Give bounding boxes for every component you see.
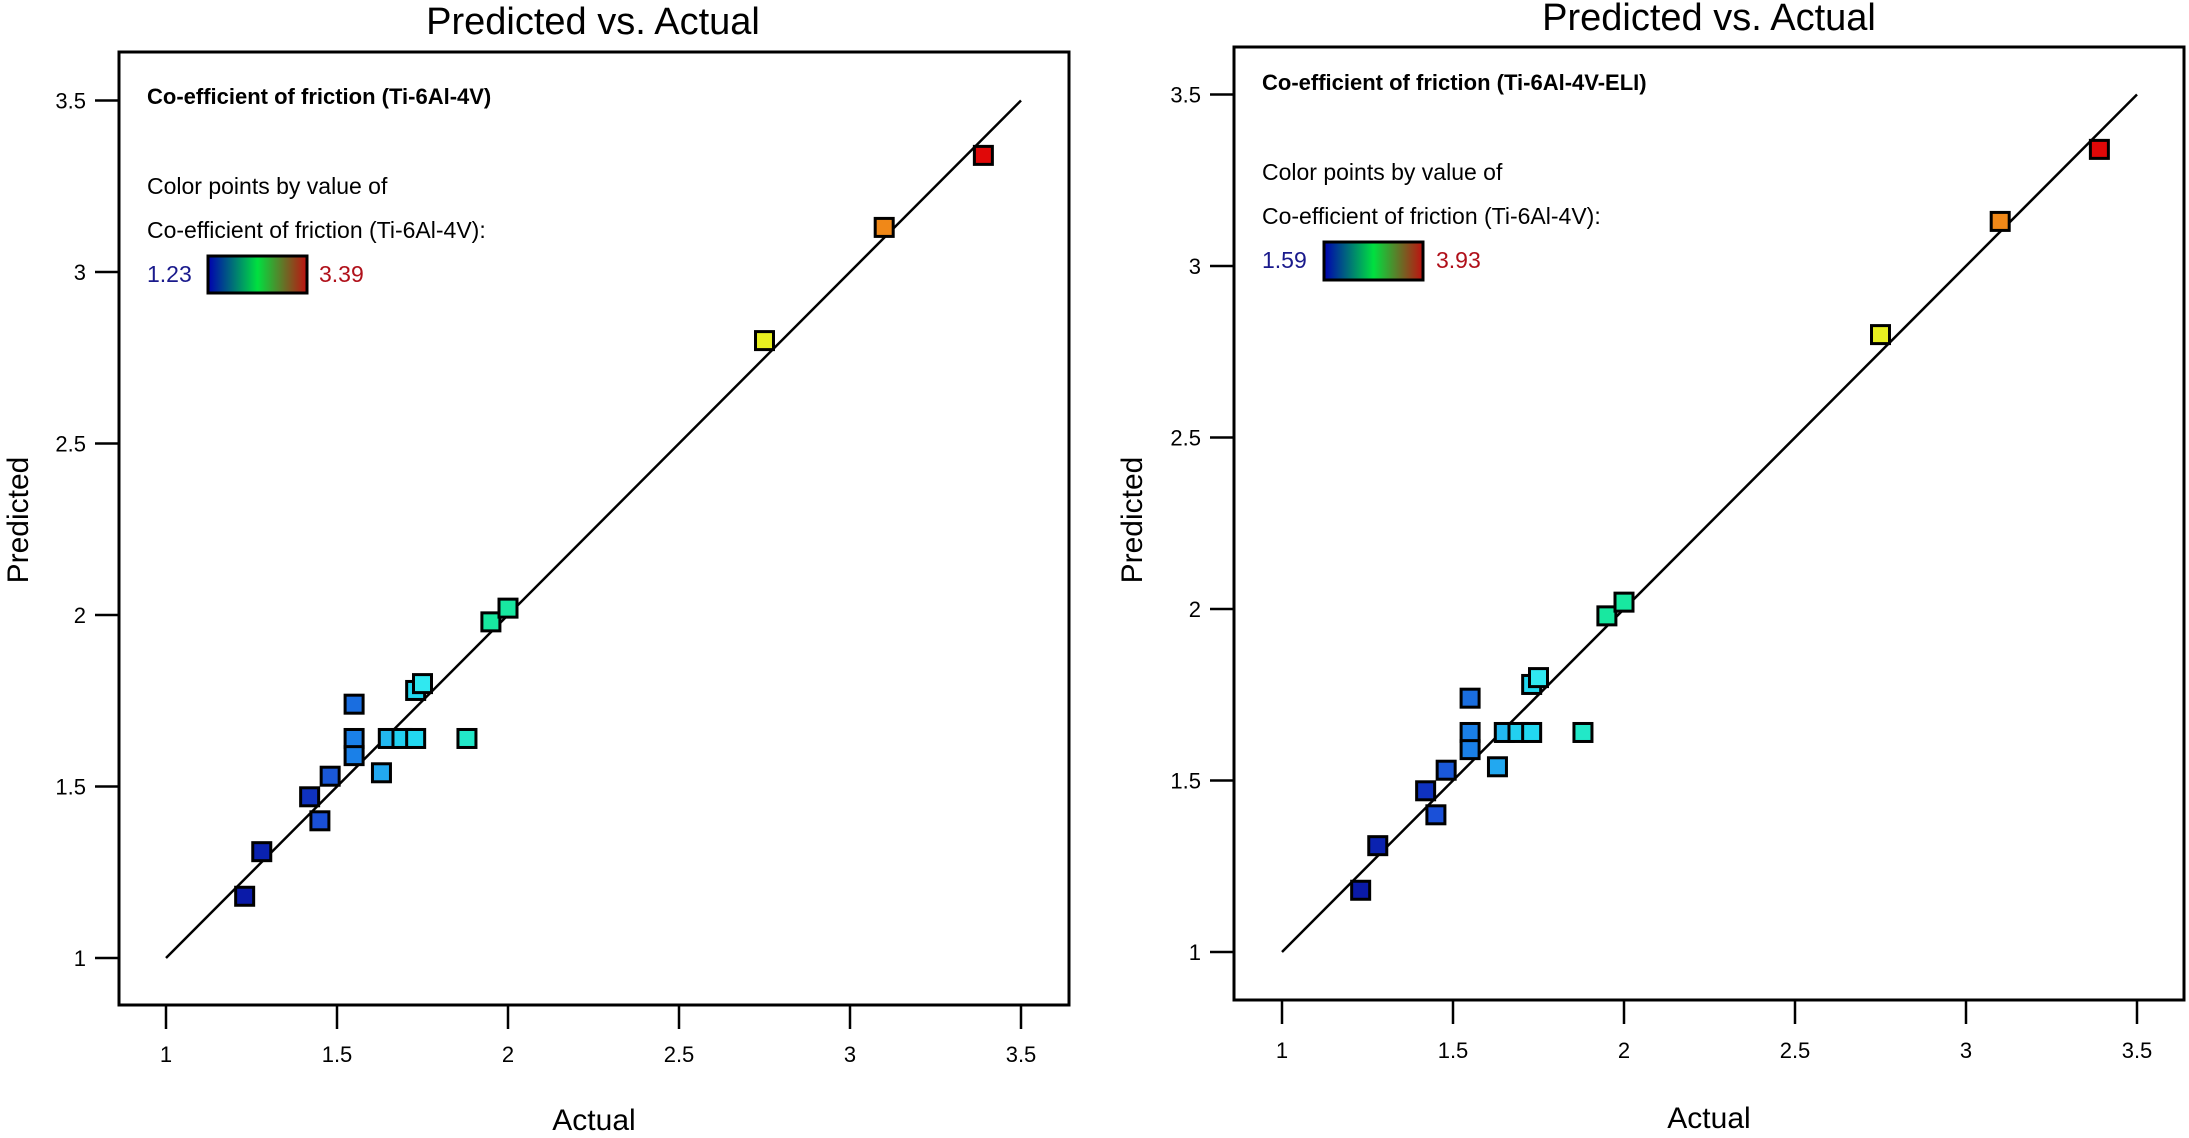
colorbar-max-label: 3.93 <box>1436 247 1481 273</box>
data-point <box>1572 721 1594 743</box>
data-points <box>234 144 994 907</box>
y-tick-label: 2 <box>1189 597 1201 622</box>
y-axis: 1 1.5 2 2.5 3 3.5 <box>1170 83 1234 965</box>
chart-title: Predicted vs. Actual <box>426 1 760 43</box>
legend-caption-line1: Color points by value of <box>147 173 388 199</box>
y-tick-label: 2.5 <box>55 432 86 457</box>
x-tick-label: 3 <box>844 1042 856 1067</box>
colorbar-min-label: 1.23 <box>147 261 192 287</box>
data-point <box>1989 210 2011 232</box>
panel-left: Predicted vs. Actual 1 1.5 2 2.5 3 3.5 1 1.5 2 2… <box>2 1 1071 1137</box>
data-point <box>754 330 775 352</box>
data-point <box>251 841 273 863</box>
data-point <box>972 144 994 166</box>
data-point <box>405 727 427 749</box>
x-tick-label: 1.5 <box>322 1042 353 1067</box>
data-point <box>1521 721 1543 743</box>
colorbar-min-label: 1.59 <box>1262 247 1307 273</box>
data-point <box>343 693 365 715</box>
data-point <box>343 745 365 767</box>
data-point <box>1613 591 1635 613</box>
data-point <box>1486 756 1508 778</box>
data-point <box>234 885 256 907</box>
legend-caption-line1: Color points by value of <box>1262 159 1503 185</box>
x-tick-label: 3.5 <box>1006 1042 1037 1067</box>
data-point <box>497 597 519 619</box>
data-point <box>1596 605 1618 627</box>
y-tick-label: 1 <box>1189 940 1201 965</box>
data-point <box>412 673 433 695</box>
x-tick-label: 2 <box>1618 1038 1630 1063</box>
data-point <box>370 762 392 784</box>
colorbar-max-label: 3.39 <box>319 261 364 287</box>
y-tick-label: 1.5 <box>1170 769 1201 794</box>
y-tick-label: 1.5 <box>55 775 86 800</box>
data-point <box>873 216 895 238</box>
x-tick-label: 3 <box>1960 1038 1972 1063</box>
chart-title: Predicted vs. Actual <box>1542 0 1876 39</box>
data-points <box>1350 138 2110 901</box>
data-point <box>1425 804 1447 826</box>
x-tick-label: 2.5 <box>664 1042 695 1067</box>
data-point <box>1350 879 1372 901</box>
y-tick-label: 2.5 <box>1170 426 1201 451</box>
reference-line <box>1281 93 2138 953</box>
data-point <box>299 786 321 808</box>
y-tick-label: 3.5 <box>1170 83 1201 108</box>
y-tick-label: 3.5 <box>55 89 86 114</box>
data-point <box>1870 324 1891 346</box>
legend-caption-line2: Co-efficient of friction (Ti-6Al-4V): <box>1262 203 1601 229</box>
y-axis-label: Predicted <box>1116 457 1149 584</box>
y-axis: 1 1.5 2 2.5 3 3.5 <box>55 89 119 971</box>
y-axis-label: Predicted <box>2 457 35 584</box>
panel-right: Predicted vs. Actual 1 1.5 2 2.5 3 3.5 1 1.5 2 2… <box>1116 0 2186 1135</box>
y-tick-label: 3 <box>74 260 86 285</box>
data-point <box>480 611 502 633</box>
x-tick-label: 1 <box>160 1042 172 1067</box>
colorbar <box>206 254 309 295</box>
x-axis-label: Actual <box>1667 1102 1750 1135</box>
data-point <box>1528 667 1549 689</box>
y-tick-label: 1 <box>74 946 86 971</box>
data-point <box>319 765 341 787</box>
x-tick-label: 3.5 <box>2122 1038 2153 1063</box>
legend-caption-line2: Co-efficient of friction (Ti-6Al-4V): <box>147 217 486 243</box>
data-point <box>309 810 331 832</box>
colorbar <box>1322 240 1425 282</box>
x-axis-label: Actual <box>552 1104 635 1137</box>
x-tick-label: 1.5 <box>1438 1038 1469 1063</box>
data-point <box>2088 138 2110 160</box>
x-tick-label: 2.5 <box>1780 1038 1811 1063</box>
x-axis: 1 1.5 2 2.5 3 3.5 <box>160 1005 1036 1067</box>
data-point <box>1435 759 1457 781</box>
x-axis: 1 1.5 2 2.5 3 3.5 <box>1276 1000 2152 1063</box>
data-point <box>1367 835 1389 857</box>
data-point <box>1415 780 1437 802</box>
x-tick-label: 2 <box>502 1042 514 1067</box>
data-point <box>1459 721 1481 743</box>
legend-response-title: Co-efficient of friction (Ti-6Al-4V) <box>147 84 491 109</box>
reference-line <box>165 99 1022 959</box>
y-tick-label: 3 <box>1189 254 1201 279</box>
y-tick-label: 2 <box>74 603 86 628</box>
data-point <box>456 727 478 749</box>
data-point <box>1459 687 1481 709</box>
x-tick-label: 1 <box>1276 1038 1288 1063</box>
data-point <box>343 727 365 749</box>
legend-response-title: Co-efficient of friction (Ti-6Al-4V-ELI) <box>1262 70 1647 95</box>
data-point <box>1459 739 1481 761</box>
